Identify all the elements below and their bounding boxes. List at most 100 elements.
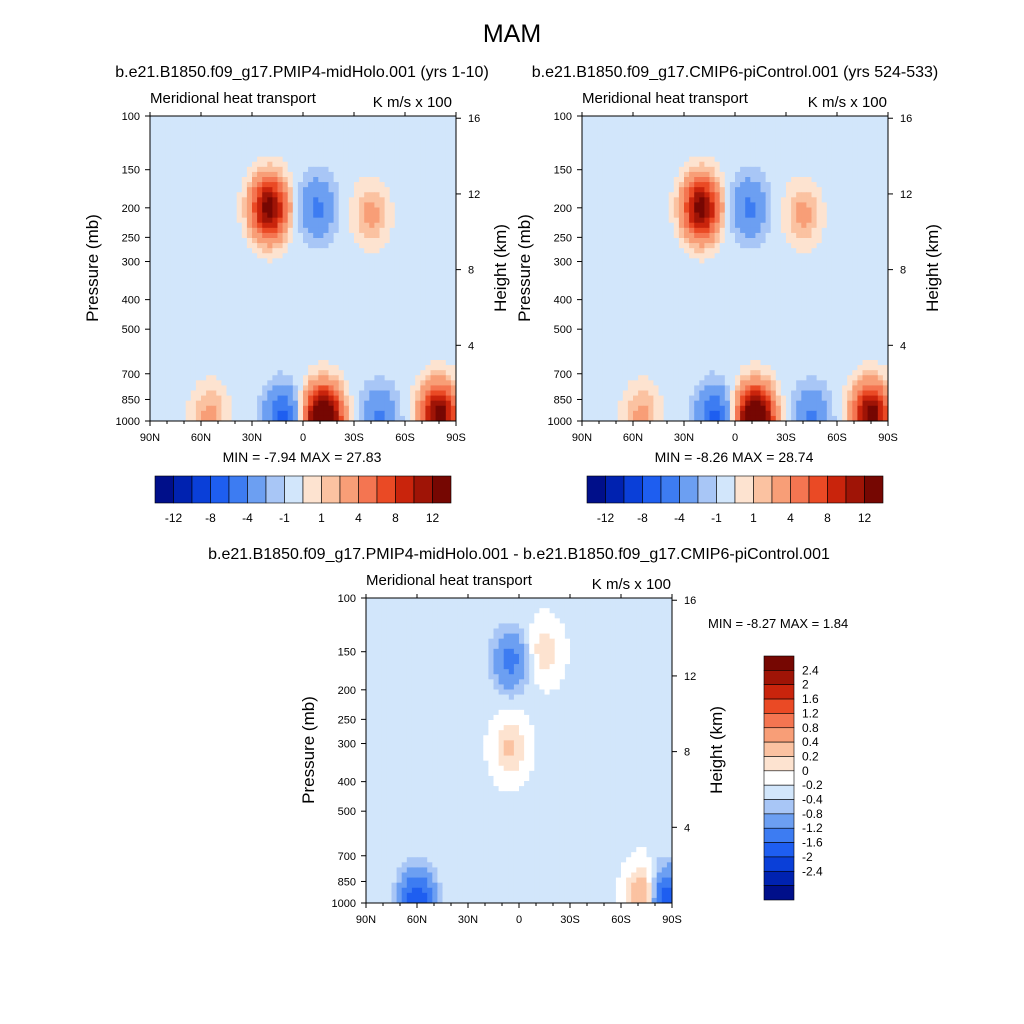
heatmap-cell <box>440 217 447 224</box>
heatmap-cell <box>750 202 756 208</box>
heatmap-cell <box>282 314 289 320</box>
heatmap-cell <box>216 314 222 320</box>
heatmap-cell <box>709 156 715 163</box>
heatmap-cell <box>211 258 217 264</box>
heatmap-cell <box>160 177 166 183</box>
heatmap-cell <box>684 166 690 173</box>
heatmap-cell <box>348 243 355 249</box>
heatmap-cell <box>379 116 385 122</box>
heatmap-cell <box>303 171 309 178</box>
heatmap-cell <box>216 365 222 371</box>
heatmap-cell <box>236 288 243 295</box>
heatmap-cell <box>837 146 843 152</box>
heatmap-cell <box>150 197 156 203</box>
heatmap-cell <box>364 202 370 208</box>
heatmap-cell <box>658 182 664 188</box>
heatmap-cell <box>582 151 588 158</box>
heatmap-cell <box>394 263 401 269</box>
heatmap-cell <box>328 197 334 203</box>
heatmap-cell <box>420 344 426 351</box>
heatmap-cell <box>338 365 345 371</box>
heatmap-cell <box>837 131 843 137</box>
heatmap-cell <box>770 156 777 163</box>
heatmap-cell <box>292 288 299 295</box>
heatmap-cell <box>185 293 192 300</box>
heatmap-cell <box>796 182 802 188</box>
heatmap-cell <box>241 243 248 249</box>
heatmap-cell <box>425 116 431 122</box>
heatmap-cell <box>318 324 324 330</box>
heatmap-cell <box>653 222 659 229</box>
heatmap-cell <box>262 222 268 229</box>
heatmap-cell <box>450 161 457 168</box>
heatmap-cell <box>165 415 171 422</box>
heatmap-cell <box>801 202 807 208</box>
heatmap-cell <box>333 126 340 132</box>
heatmap-cell <box>221 258 227 264</box>
heatmap-cell <box>262 227 268 234</box>
heatmap-cell <box>740 207 746 213</box>
heatmap-cell <box>303 349 309 356</box>
heatmap-cell <box>780 197 787 203</box>
heatmap-cell <box>150 136 156 142</box>
heatmap-cell <box>627 131 634 137</box>
heatmap-cell <box>175 339 181 346</box>
heatmap-cell <box>297 283 304 290</box>
heatmap-cell <box>160 283 166 290</box>
heatmap-cell <box>236 415 243 422</box>
heatmap-cell <box>287 116 294 122</box>
heatmap-cell <box>435 370 442 376</box>
heatmap-cell <box>755 197 761 203</box>
heatmap-cell <box>684 217 690 224</box>
heatmap-cell <box>440 395 447 402</box>
heatmap-cell <box>430 177 436 183</box>
heatmap-cell <box>440 202 447 208</box>
heatmap-cell <box>175 405 181 412</box>
heatmap-cell <box>359 248 365 254</box>
heatmap-cell <box>272 151 278 158</box>
heatmap-cell <box>450 283 457 290</box>
heatmap-cell <box>445 238 452 244</box>
heatmap-cell <box>638 222 644 229</box>
heatmap-cell <box>699 187 705 193</box>
heatmap-cell <box>801 166 807 173</box>
heatmap-cell <box>653 126 659 132</box>
heatmap-cell <box>399 116 406 122</box>
heatmap-cell <box>658 166 664 173</box>
heatmap-cell <box>282 177 289 183</box>
heatmap-cell <box>435 177 442 183</box>
heatmap-cell <box>384 375 391 381</box>
heatmap-cell <box>359 141 365 147</box>
heatmap-cell <box>226 349 232 356</box>
heatmap-cell <box>354 192 360 198</box>
heatmap-cell <box>709 116 715 122</box>
heatmap-cell <box>729 187 736 193</box>
heatmap-cell <box>170 177 176 183</box>
heatmap-cell <box>252 131 258 137</box>
heatmap-cell <box>287 288 294 295</box>
heatmap-cell <box>633 151 639 158</box>
heatmap-cell <box>445 156 452 163</box>
heatmap-cell <box>165 232 171 239</box>
heatmap-cell <box>328 146 334 152</box>
heatmap-cell <box>180 360 187 366</box>
heatmap-cell <box>313 177 319 183</box>
heatmap-cell <box>394 136 401 142</box>
heatmap-cell <box>369 268 375 274</box>
heatmap-cell <box>170 304 176 310</box>
heatmap-cell <box>180 365 187 371</box>
heatmap-cell <box>786 141 792 147</box>
heatmap-cell <box>359 288 365 295</box>
heatmap-cell <box>862 166 868 173</box>
heatmap-cell <box>816 116 823 122</box>
heatmap-cell <box>852 166 858 173</box>
heatmap-cell <box>343 197 350 203</box>
heatmap-cell <box>816 192 823 198</box>
heatmap-cell <box>246 182 253 188</box>
heatmap-cell <box>303 212 309 219</box>
heatmap-cell <box>389 192 396 198</box>
heatmap-cell <box>430 329 436 335</box>
heatmap-cell <box>735 202 741 208</box>
heatmap-cell <box>328 385 334 391</box>
heatmap-cell <box>221 354 227 361</box>
